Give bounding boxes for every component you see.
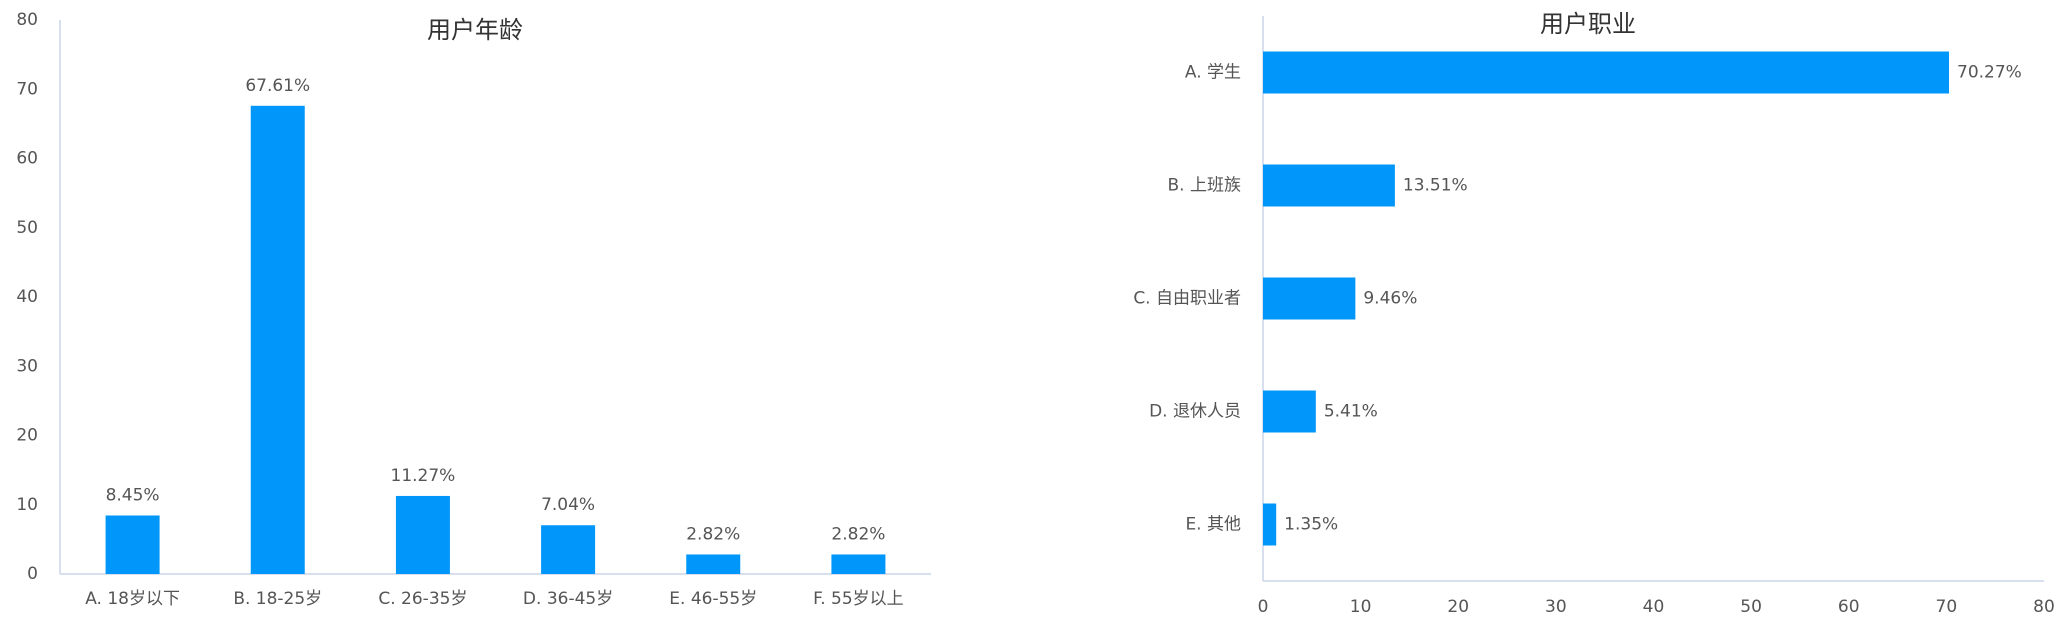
bar bbox=[541, 525, 596, 574]
x-tick-label: 10 bbox=[1350, 597, 1372, 617]
bar bbox=[1263, 390, 1316, 433]
y-tick-label: A. 学生 bbox=[1185, 63, 1241, 83]
value-label: 70.27% bbox=[1957, 63, 2022, 83]
y-tick-label: 30 bbox=[16, 356, 38, 376]
value-label: 67.61% bbox=[245, 76, 310, 96]
bar bbox=[1263, 51, 1950, 94]
y-tick-label: 50 bbox=[16, 218, 38, 238]
y-tick-label: C. 自由职业者 bbox=[1133, 289, 1241, 309]
x-tick-label: 30 bbox=[1545, 597, 1567, 617]
y-tick-label: 40 bbox=[16, 287, 38, 307]
x-tick-label: 60 bbox=[1838, 597, 1860, 617]
bar bbox=[250, 105, 305, 574]
bar bbox=[395, 495, 450, 574]
y-tick-label: 20 bbox=[16, 426, 38, 446]
value-label: 8.45% bbox=[106, 485, 160, 505]
y-tick-label: 0 bbox=[27, 564, 38, 584]
value-label: 9.46% bbox=[1363, 289, 1417, 309]
x-tick-label: C. 26-35岁 bbox=[378, 589, 467, 609]
bar bbox=[686, 554, 741, 574]
x-tick-label: 0 bbox=[1258, 597, 1269, 617]
x-tick-label: A. 18岁以下 bbox=[85, 589, 180, 609]
y-tick-label: 10 bbox=[16, 495, 38, 515]
bar bbox=[831, 554, 886, 574]
value-label: 2.82% bbox=[686, 524, 740, 544]
x-tick-label: 40 bbox=[1643, 597, 1665, 617]
y-tick-label: E. 其他 bbox=[1185, 515, 1241, 535]
x-tick-label: F. 55岁以上 bbox=[813, 589, 904, 609]
value-label: 2.82% bbox=[831, 524, 885, 544]
bar bbox=[1263, 277, 1356, 320]
value-label: 1.35% bbox=[1284, 515, 1338, 535]
bar bbox=[1263, 503, 1277, 546]
y-tick-label: 70 bbox=[16, 79, 38, 99]
chart-title: 用户年龄 bbox=[427, 16, 523, 44]
x-tick-label: D. 36-45岁 bbox=[523, 589, 613, 609]
y-tick-label: D. 退休人员 bbox=[1149, 402, 1241, 422]
x-tick-label: 70 bbox=[1936, 597, 1958, 617]
x-tick-label: 80 bbox=[2033, 597, 2055, 617]
x-tick-label: 20 bbox=[1447, 597, 1469, 617]
value-label: 11.27% bbox=[391, 466, 456, 486]
value-label: 7.04% bbox=[541, 495, 595, 515]
value-label: 5.41% bbox=[1324, 402, 1378, 422]
y-tick-label: 60 bbox=[16, 149, 38, 169]
y-tick-label: B. 上班族 bbox=[1168, 176, 1241, 196]
x-tick-label: B. 18-25岁 bbox=[233, 589, 322, 609]
x-tick-label: E. 46-55岁 bbox=[669, 589, 757, 609]
chart-title: 用户职业 bbox=[1540, 10, 1636, 38]
bar bbox=[105, 515, 160, 574]
bar bbox=[1263, 164, 1395, 207]
value-label: 13.51% bbox=[1403, 176, 1468, 196]
y-tick-label: 80 bbox=[16, 10, 38, 30]
x-tick-label: 50 bbox=[1740, 597, 1762, 617]
